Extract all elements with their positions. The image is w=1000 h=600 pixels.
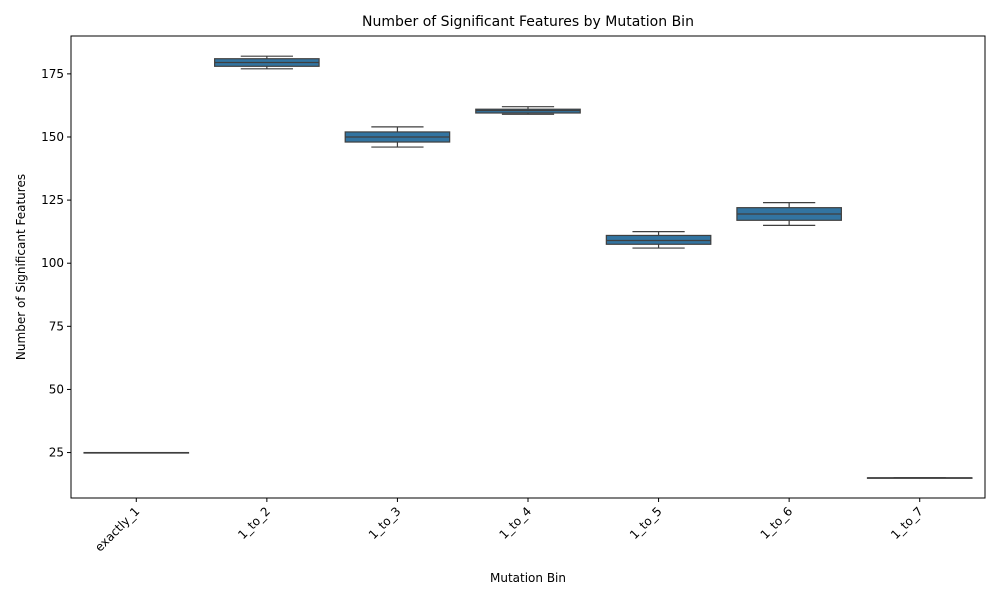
y-tick-label: 50 [49,382,64,396]
y-tick-label: 175 [41,67,64,81]
box-1_to_4 [475,106,581,115]
y-tick-label: 150 [41,130,64,144]
y-tick-label: 25 [49,446,64,460]
iqr-box [475,108,581,114]
plot-frame [70,35,986,499]
y-tick-label: 75 [49,319,64,333]
box-1_to_2 [214,55,320,70]
box-1_to_7 [866,477,973,479]
x-axis-label: Mutation Bin [490,571,566,585]
x-tick-label: 1_to_2 [235,504,273,542]
box-1_to_5 [605,231,712,249]
y-tick-label: 125 [41,193,64,207]
y-axis: 25 50 75 100 125 150 175 [41,67,71,460]
x-tick-label: 1_to_5 [627,504,665,542]
y-axis-label: Number of Significant Features [14,174,28,360]
x-tick-label: 1_to_4 [496,504,534,542]
x-axis: exactly_1 1_to_2 1_to_3 1_to_4 1_to_5 1_to_6 1… [92,498,926,554]
x-tick-label: exactly_1 [92,504,142,554]
y-tick-label: 100 [41,256,64,270]
x-tick-label: 1_to_3 [366,504,404,542]
x-tick-label: 1_to_7 [888,504,926,542]
box-1_to_6 [736,202,842,226]
box-1_to_3 [344,126,451,148]
iqr-box [605,234,712,245]
box-series [83,55,973,479]
x-tick-label: 1_to_6 [758,504,796,542]
box-exactly_1 [83,451,190,454]
chart-title: Number of Significant Features by Mutati… [362,14,694,30]
